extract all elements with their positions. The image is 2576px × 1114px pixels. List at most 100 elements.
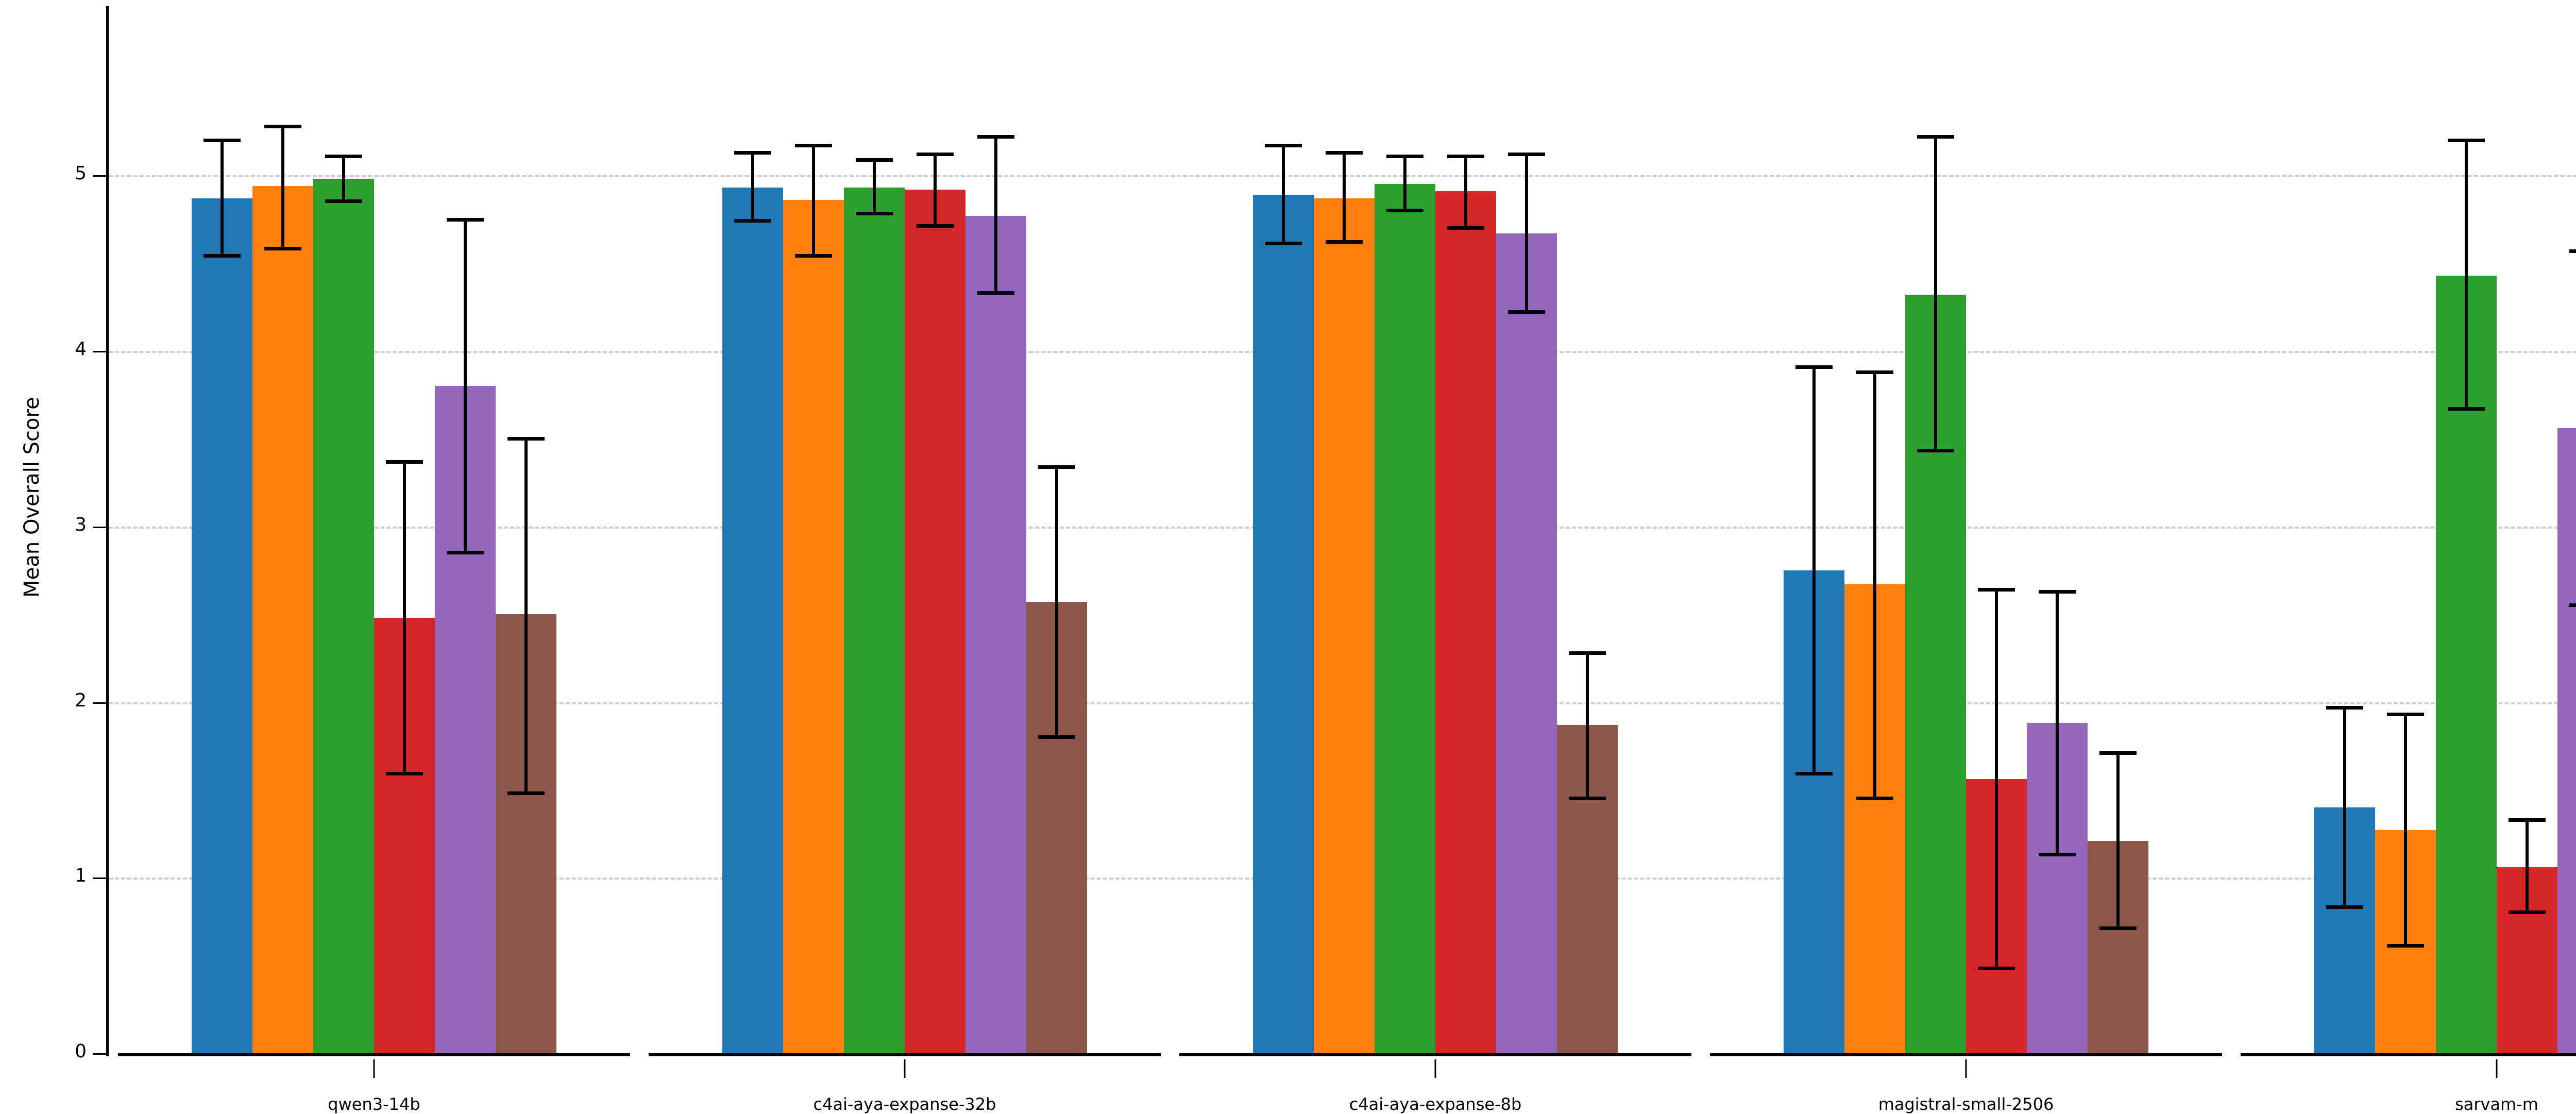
- bar[interactable]: [965, 215, 1026, 1053]
- y-tick: [93, 702, 106, 704]
- x-tick-label: magistral-small-2506: [1878, 1094, 2054, 1114]
- error-bar: [1464, 156, 1467, 228]
- error-bar: [221, 140, 224, 257]
- error-bar: [281, 126, 284, 249]
- bar[interactable]: [1314, 198, 1375, 1053]
- gridline: [109, 175, 2576, 178]
- error-bar-cap-low: [2448, 407, 2485, 411]
- bar-slot: [905, 88, 965, 1053]
- error-bar-cap-low: [1386, 208, 1423, 212]
- x-tick: [2496, 1059, 2498, 1078]
- error-bar-cap-low: [386, 772, 423, 776]
- plot-area: qwen3-14b c4ai-aya-expanse-32b c4ai-aya-ex…: [109, 6, 2576, 1114]
- x-tick-label: qwen3-14b: [328, 1094, 420, 1114]
- error-bar-cap-low: [734, 218, 771, 223]
- error-bar: [751, 153, 754, 221]
- x-tick-label: c4ai-aya-expanse-8b: [1349, 1094, 1522, 1114]
- bar-slot: [965, 88, 1026, 1053]
- bar-group: [2231, 88, 2576, 1053]
- error-bar-cap-high: [1447, 154, 1484, 158]
- error-bar-cap-low: [1326, 240, 1363, 244]
- error-bar-cap-high: [386, 460, 423, 464]
- error-bar-cap-high: [1038, 465, 1075, 469]
- error-bar-cap-high: [2039, 589, 2076, 594]
- error-bar: [812, 145, 815, 257]
- bar-slot: [2497, 88, 2557, 1053]
- error-bar: [1525, 154, 1528, 313]
- error-bar: [1812, 366, 1816, 774]
- x-axis-line: [649, 1053, 1161, 1056]
- y-tick-label: 5: [75, 163, 87, 184]
- error-bar: [2343, 707, 2346, 908]
- bar-slot: [1966, 88, 2027, 1053]
- error-bar-cap-low: [917, 224, 954, 228]
- facet-panel: c4ai-aya-expanse-32b: [639, 6, 1170, 1114]
- error-bar: [1343, 153, 1346, 242]
- error-bar-cap-high: [795, 144, 832, 148]
- y-tick: [93, 351, 106, 353]
- bar[interactable]: [1375, 184, 1435, 1053]
- error-bar: [2116, 753, 2120, 929]
- y-tick-label: 1: [75, 865, 87, 887]
- y-axis-label: Mean Overall Score: [20, 397, 44, 598]
- bar-slot: [2027, 88, 2088, 1053]
- x-axis-line: [1710, 1053, 2222, 1056]
- bar-group: [109, 88, 639, 1053]
- error-bar: [994, 137, 997, 293]
- bar-slot: [1557, 88, 1618, 1053]
- facet-panel: c4ai-aya-expanse-8b: [1170, 6, 1701, 1114]
- bar-slot: [252, 88, 313, 1053]
- bar-slot: [192, 88, 252, 1053]
- error-bar-cap-low: [447, 550, 484, 554]
- error-bar-cap-low: [264, 247, 301, 251]
- bar[interactable]: [192, 198, 252, 1053]
- error-bar: [524, 438, 528, 794]
- error-bar-cap-low: [856, 212, 893, 216]
- error-bar-cap-high: [204, 139, 241, 143]
- bar-slot: [313, 88, 374, 1053]
- error-bar-cap-high: [856, 158, 893, 162]
- bar-slot: [1435, 88, 1496, 1053]
- error-bar: [2056, 591, 2059, 855]
- bar-group: [1701, 88, 2231, 1053]
- error-bar-cap-low: [2039, 852, 2076, 856]
- error-bar-cap-high: [1856, 370, 1893, 374]
- error-bar-cap-high: [2448, 139, 2485, 143]
- bar[interactable]: [313, 179, 374, 1053]
- y-tick: [93, 175, 106, 177]
- error-bar: [2465, 140, 2468, 409]
- bar[interactable]: [905, 189, 965, 1053]
- bar[interactable]: [1253, 194, 1314, 1053]
- y-tick-label: 4: [75, 339, 87, 360]
- bar[interactable]: [1435, 191, 1496, 1053]
- error-bar-cap-low: [1508, 310, 1545, 314]
- error-bar-cap-high: [1508, 153, 1545, 157]
- error-bar-cap-low: [2509, 910, 2546, 915]
- error-bar-cap-low: [2326, 905, 2363, 909]
- bar-slot: [1844, 88, 1905, 1053]
- bar-slot: [2314, 88, 2375, 1053]
- error-bar-cap-low: [204, 254, 241, 258]
- bar-slot: [1026, 88, 1087, 1053]
- error-bar-cap-high: [1326, 151, 1363, 155]
- error-bar: [934, 154, 937, 227]
- bar[interactable]: [722, 188, 783, 1053]
- bar-slot: [435, 88, 496, 1053]
- x-tick: [1434, 1059, 1436, 1078]
- x-tick: [904, 1059, 906, 1078]
- bar[interactable]: [2557, 428, 2576, 1053]
- x-tick-label: c4ai-aya-expanse-32b: [813, 1094, 996, 1114]
- bar[interactable]: [252, 185, 313, 1053]
- error-bar: [342, 156, 345, 202]
- bar[interactable]: [844, 188, 905, 1053]
- bar[interactable]: [1496, 233, 1557, 1053]
- error-bar: [1282, 145, 1285, 244]
- error-bar-cap-high: [447, 217, 484, 222]
- error-bar-cap-high: [917, 153, 954, 157]
- error-bar: [2526, 819, 2529, 913]
- error-bar: [1934, 137, 1937, 451]
- bar-slot: [1314, 88, 1375, 1053]
- bar[interactable]: [783, 200, 844, 1053]
- bar-slot: [374, 88, 435, 1053]
